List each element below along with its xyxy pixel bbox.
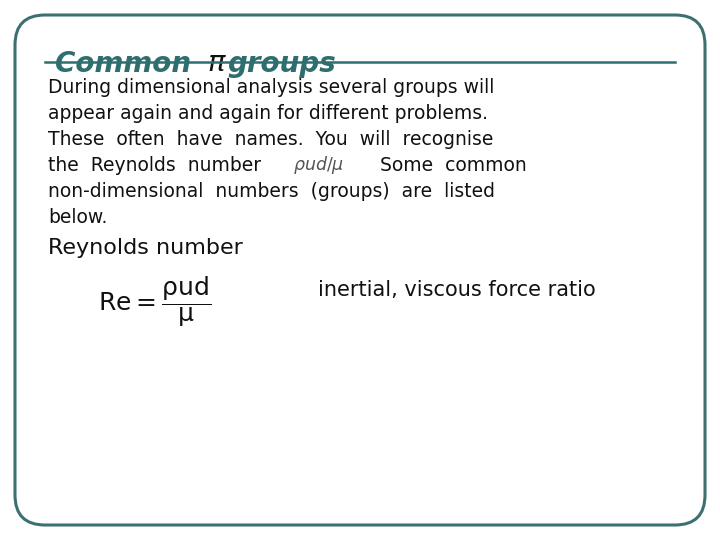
Text: Some  common: Some common — [368, 156, 527, 175]
Text: appear again and again for different problems.: appear again and again for different pro… — [48, 104, 488, 123]
Text: $\it{\pi}$: $\it{\pi}$ — [207, 49, 227, 77]
Text: These  often  have  names.  You  will  recognise: These often have names. You will recogni… — [48, 130, 493, 149]
Text: the  Reynolds  number: the Reynolds number — [48, 156, 261, 175]
Text: $\rho ud/\mu$: $\rho ud/\mu$ — [293, 154, 344, 176]
Text: non-dimensional  numbers  (groups)  are  listed: non-dimensional numbers (groups) are lis… — [48, 182, 495, 201]
Text: groups: groups — [227, 50, 336, 78]
Text: below.: below. — [48, 208, 107, 227]
Text: Reynolds number: Reynolds number — [48, 238, 243, 258]
FancyBboxPatch shape — [15, 15, 705, 525]
Text: Common: Common — [55, 50, 201, 78]
Text: $\rm{Re} = \dfrac{\rho u d}{\mu}$: $\rm{Re} = \dfrac{\rho u d}{\mu}$ — [98, 274, 211, 329]
Text: inertial, viscous force ratio: inertial, viscous force ratio — [318, 280, 595, 300]
Text: During dimensional analysis several groups will: During dimensional analysis several grou… — [48, 78, 495, 97]
